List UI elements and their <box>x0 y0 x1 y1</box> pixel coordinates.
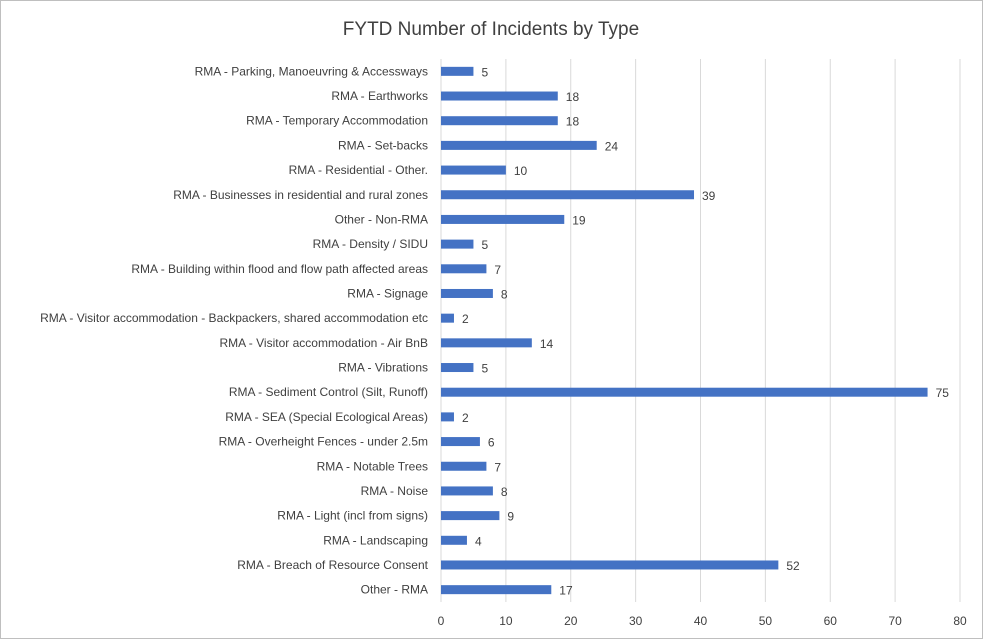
data-label: 10 <box>514 164 528 178</box>
category-label: RMA - Visitor accommodation - Backpacker… <box>40 311 428 325</box>
data-label: 19 <box>572 213 586 227</box>
category-label: RMA - Visitor accommodation - Air BnB <box>219 336 428 350</box>
x-tick-label: 50 <box>759 614 773 628</box>
x-tick-label: 30 <box>629 614 643 628</box>
data-label: 24 <box>605 139 619 153</box>
data-label: 4 <box>475 534 482 548</box>
category-label: RMA - Light (incl from signs) <box>277 509 428 523</box>
bar <box>441 486 493 496</box>
bar <box>441 66 474 76</box>
bar <box>441 288 493 298</box>
category-label: RMA - Set-backs <box>338 138 428 152</box>
category-label: RMA - Building within flood and flow pat… <box>131 262 428 276</box>
bar <box>441 387 928 397</box>
category-label: RMA - Vibrations <box>338 361 428 375</box>
x-tick-label: 10 <box>499 614 513 628</box>
bar <box>441 437 480 447</box>
data-label: 2 <box>462 312 469 326</box>
chart-title: FYTD Number of Incidents by Type <box>343 19 639 40</box>
data-label: 5 <box>481 65 488 79</box>
bar <box>441 190 695 200</box>
category-label: RMA - Density / SIDU <box>313 237 428 251</box>
x-axis-tick-labels: 0 10 20 30 40 50 60 70 80 <box>438 614 967 628</box>
category-label: RMA - Landscaping <box>323 533 428 547</box>
x-tick-label: 20 <box>564 614 578 628</box>
bar <box>441 560 779 570</box>
gridlines <box>440 59 961 602</box>
category-label: RMA - Breach of Resource Consent <box>237 558 428 572</box>
data-label: 17 <box>559 584 573 598</box>
bar <box>441 140 597 150</box>
category-label: RMA - Residential - Other. <box>289 163 428 177</box>
bar <box>441 313 454 323</box>
bar <box>441 338 532 348</box>
bar <box>441 165 506 175</box>
bar <box>441 116 558 126</box>
category-label: RMA - Notable Trees <box>317 459 428 473</box>
category-label: RMA - Sediment Control (Silt, Runoff) <box>229 385 428 399</box>
category-label: RMA - SEA (Special Ecological Areas) <box>225 410 428 424</box>
bar <box>441 511 500 521</box>
category-label: Other - RMA <box>361 583 428 597</box>
category-label: RMA - Earthworks <box>331 89 428 103</box>
bar <box>441 412 454 422</box>
data-label: 2 <box>462 411 469 425</box>
x-tick-label: 40 <box>694 614 708 628</box>
bar <box>441 239 474 249</box>
category-label: RMA - Overheight Fences - under 2.5m <box>219 435 428 449</box>
data-label: 5 <box>481 238 488 252</box>
bars <box>441 66 928 595</box>
category-label: RMA - Temporary Accommodation <box>246 114 428 128</box>
bar <box>441 461 487 471</box>
data-label: 7 <box>494 263 501 277</box>
bar <box>441 91 558 101</box>
category-label: RMA - Signage <box>347 286 428 300</box>
category-label: Other - Non-RMA <box>335 212 428 226</box>
bar <box>441 363 474 373</box>
category-label: RMA - Parking, Manoeuvring & Accessways <box>195 64 428 78</box>
data-label: 75 <box>936 386 950 400</box>
category-label: RMA - Noise <box>361 484 429 498</box>
x-tick-label: 60 <box>824 614 838 628</box>
bar <box>441 264 487 274</box>
data-label: 7 <box>494 460 501 474</box>
x-tick-label: 0 <box>438 614 445 628</box>
data-label: 52 <box>786 559 800 573</box>
x-tick-label: 80 <box>953 614 967 628</box>
x-tick-label: 70 <box>888 614 902 628</box>
data-label: 8 <box>501 485 508 499</box>
bar <box>441 585 552 595</box>
data-label: 5 <box>481 362 488 376</box>
data-label: 14 <box>540 337 554 351</box>
category-label: RMA - Businesses in residential and rura… <box>173 188 428 202</box>
data-label: 39 <box>702 189 716 203</box>
data-label: 6 <box>488 436 495 450</box>
data-label: 18 <box>566 115 580 129</box>
data-label: 18 <box>566 90 580 104</box>
bar <box>441 535 467 545</box>
data-label: 9 <box>507 510 514 524</box>
data-label: 8 <box>501 287 508 301</box>
bar <box>441 214 565 224</box>
category-labels: RMA - Parking, Manoeuvring & Accessways R… <box>40 64 429 596</box>
